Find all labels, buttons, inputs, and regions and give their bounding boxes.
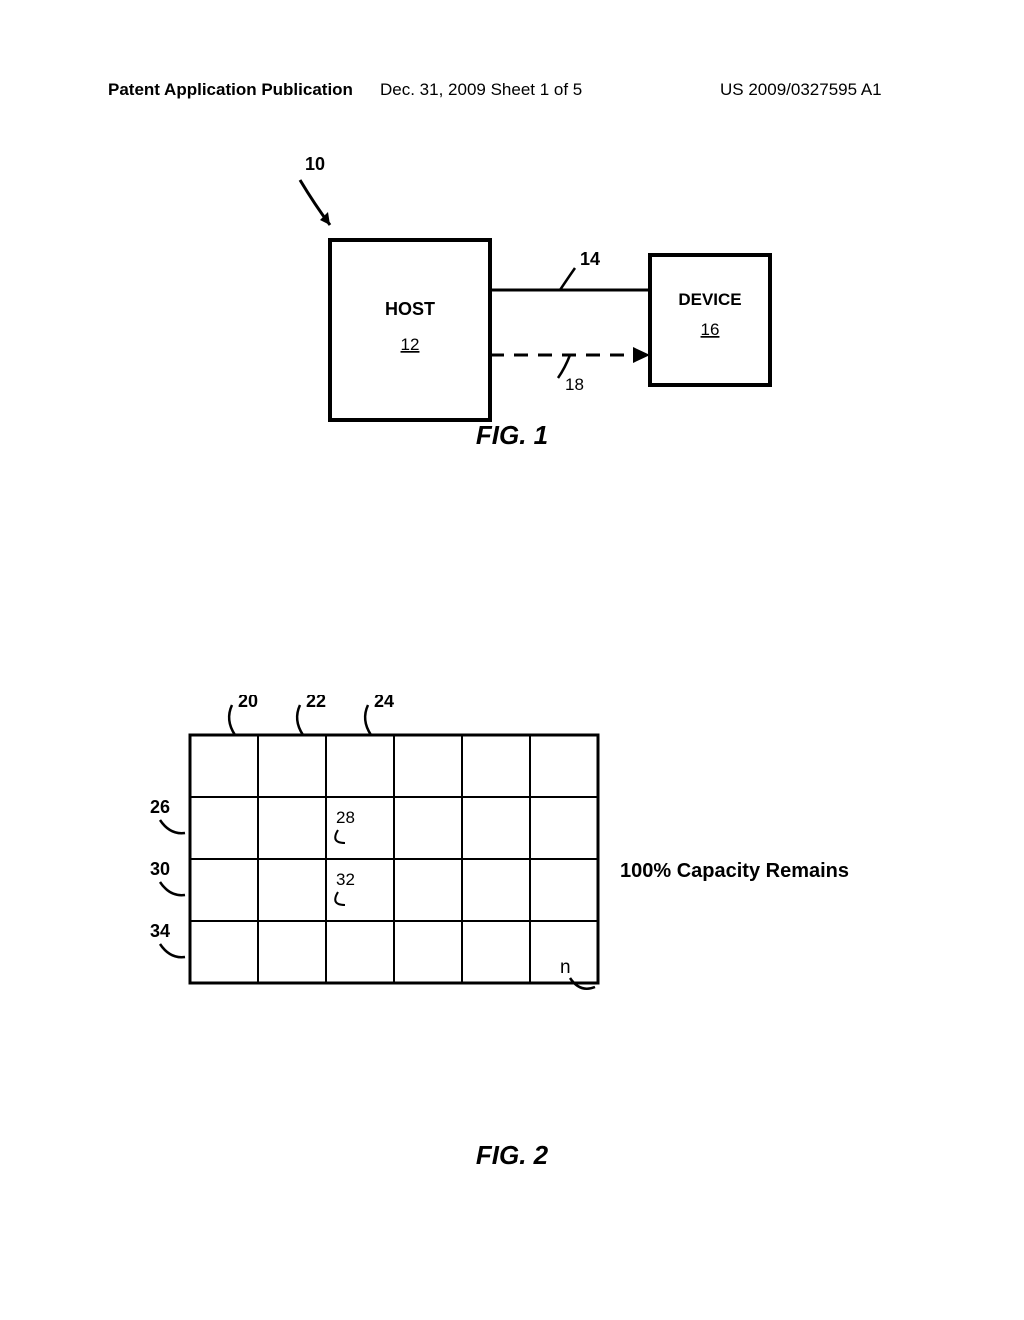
leader-14 bbox=[560, 268, 575, 290]
host-num: 12 bbox=[401, 335, 420, 354]
leader-30 bbox=[160, 882, 185, 895]
grid bbox=[190, 735, 598, 983]
label-n: n bbox=[560, 957, 571, 978]
figure-1: 10 HOST 12 DEVICE 16 14 18 bbox=[0, 150, 1024, 530]
leader-34 bbox=[160, 944, 185, 957]
capacity-label: 100% Capacity Remains bbox=[620, 860, 849, 883]
header-right: US 2009/0327595 A1 bbox=[720, 80, 882, 100]
host-box bbox=[330, 240, 490, 420]
fig2-caption: FIG. 2 bbox=[0, 1140, 1024, 1171]
leader-26 bbox=[160, 820, 185, 833]
label-22: 22 bbox=[306, 695, 326, 711]
label-18: 18 bbox=[565, 375, 584, 394]
fig1-svg: 10 HOST 12 DEVICE 16 14 18 bbox=[270, 150, 790, 430]
label-32: 32 bbox=[336, 870, 355, 889]
link-18-arrow bbox=[633, 347, 650, 363]
host-label: HOST bbox=[385, 299, 435, 319]
leader-28 bbox=[335, 830, 345, 843]
leader-20 bbox=[229, 705, 235, 735]
label-24: 24 bbox=[374, 695, 394, 711]
label-28: 28 bbox=[336, 808, 355, 827]
figure-2: 20 22 24 26 30 34 28 32 n 100% Capacity … bbox=[0, 695, 1024, 1075]
label-10: 10 bbox=[305, 154, 325, 174]
label-26: 26 bbox=[150, 797, 170, 817]
label-34: 34 bbox=[150, 921, 170, 941]
header-mid: Dec. 31, 2009 Sheet 1 of 5 bbox=[380, 80, 582, 100]
label-14: 14 bbox=[580, 249, 600, 269]
fig1-caption: FIG. 1 bbox=[0, 420, 1024, 451]
leader-22 bbox=[297, 705, 303, 735]
leader-32 bbox=[335, 892, 345, 905]
device-num: 16 bbox=[701, 320, 720, 339]
label-20: 20 bbox=[238, 695, 258, 711]
device-label: DEVICE bbox=[678, 290, 741, 309]
leader-24 bbox=[365, 705, 371, 735]
label-30: 30 bbox=[150, 859, 170, 879]
header-left: Patent Application Publication bbox=[108, 80, 353, 100]
